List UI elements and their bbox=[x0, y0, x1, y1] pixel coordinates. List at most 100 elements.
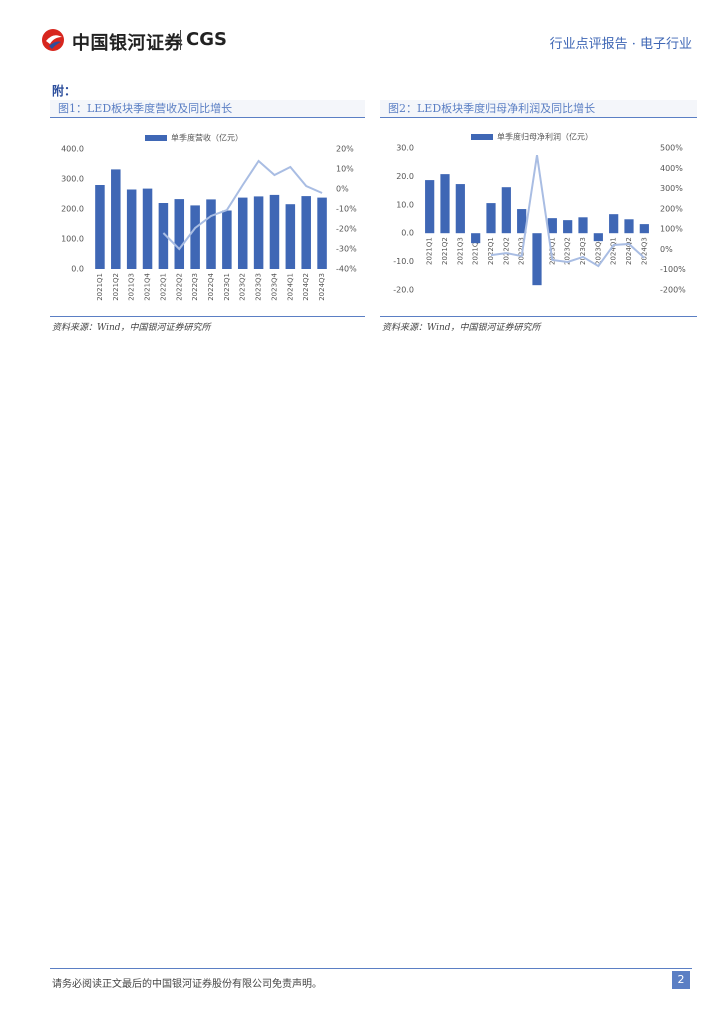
y2-tick-label: 300% bbox=[660, 184, 683, 193]
figure-caption: 图2：LED板块季度归母净利润及同比增长 bbox=[380, 100, 697, 118]
bar bbox=[237, 197, 248, 269]
brand-en: CGS bbox=[186, 29, 227, 50]
x-tick-label: 2022Q2 bbox=[175, 273, 183, 301]
bar bbox=[517, 209, 527, 234]
x-tick-label: 2024Q2 bbox=[302, 273, 310, 301]
footer-line bbox=[50, 968, 692, 969]
x-tick-label: 2022Q1 bbox=[159, 273, 167, 301]
y2-tick-label: 10% bbox=[336, 165, 354, 174]
bar bbox=[206, 199, 216, 269]
y2-tick-label: -200% bbox=[660, 286, 686, 295]
x-tick-label: 2022Q4 bbox=[207, 272, 215, 300]
bar bbox=[609, 214, 619, 234]
rule bbox=[380, 316, 697, 317]
x-tick-label: 2021Q1 bbox=[426, 237, 434, 265]
bar bbox=[95, 185, 105, 269]
bar bbox=[425, 180, 435, 234]
x-tick-label: 2023Q4 bbox=[270, 272, 278, 300]
x-tick-label: 2021Q4 bbox=[144, 272, 152, 300]
legend-label: 单季度归母净利润（亿元） bbox=[497, 132, 593, 142]
report-type: 行业点评报告 · 电子行业 bbox=[549, 37, 692, 52]
x-tick-label: 2023Q2 bbox=[239, 273, 247, 301]
bar bbox=[532, 233, 542, 286]
bar bbox=[639, 224, 649, 234]
y2-tick-label: 0% bbox=[660, 245, 673, 254]
y2-tick-label: 0% bbox=[336, 185, 349, 194]
bar bbox=[269, 194, 280, 269]
legend-label: 单季度营收（亿元） bbox=[171, 133, 243, 143]
y2-tick-label: -10% bbox=[336, 205, 357, 214]
bar bbox=[253, 196, 264, 269]
x-tick-label: 2024Q3 bbox=[640, 237, 648, 265]
y2-tick-label: -30% bbox=[336, 245, 357, 254]
brand: 中国银河证券 bbox=[72, 33, 183, 54]
y-tick-label: 100.0 bbox=[61, 235, 84, 244]
y2-tick-label: 500% bbox=[660, 144, 683, 153]
y2-tick-label: -100% bbox=[660, 265, 686, 274]
bar bbox=[142, 188, 153, 269]
legend-swatch bbox=[471, 134, 493, 140]
bar bbox=[578, 217, 588, 234]
bar bbox=[174, 199, 185, 269]
x-tick-label: 2022Q2 bbox=[502, 237, 510, 265]
y-tick-label: -10.0 bbox=[393, 257, 414, 266]
y-tick-label: 30.0 bbox=[396, 144, 414, 153]
figure-caption: 图1：LED板块季度营收及同比增长 bbox=[50, 100, 365, 118]
x-tick-label: 2021Q2 bbox=[112, 273, 120, 301]
x-tick-label: 2021Q2 bbox=[441, 237, 449, 265]
x-tick-label: 2024Q2 bbox=[625, 237, 633, 265]
x-tick-label: 2021Q4 bbox=[472, 237, 480, 265]
x-tick-label: 2023Q2 bbox=[564, 237, 572, 265]
x-tick-label: 2021Q1 bbox=[96, 273, 104, 301]
x-tick-label: 2023Q1 bbox=[223, 273, 231, 301]
bar bbox=[222, 210, 232, 269]
rule bbox=[50, 316, 365, 317]
bar bbox=[301, 196, 311, 269]
bar bbox=[547, 218, 557, 234]
y-tick-label: 300.0 bbox=[61, 175, 84, 184]
bar bbox=[317, 197, 327, 269]
y-tick-label: 200.0 bbox=[61, 205, 84, 214]
bar bbox=[285, 204, 296, 269]
chart: 0.0 100.0 200.0 300.0 400.0 -40% -30% -20% -10% 0… bbox=[61, 133, 357, 301]
y2-tick-label: -20% bbox=[336, 225, 357, 234]
x-tick-label: 2024Q3 bbox=[318, 273, 326, 301]
bar bbox=[501, 187, 511, 234]
bar bbox=[563, 220, 573, 234]
x-tick-label: 2022Q1 bbox=[487, 237, 495, 265]
chart: -20.0 -10.0 0.0 10.0 20.0 30.0 -200% -100% 0% 100… bbox=[393, 132, 686, 295]
y2-tick-label: -40% bbox=[336, 265, 357, 274]
page-number: 2 bbox=[672, 971, 690, 989]
bar bbox=[624, 219, 634, 234]
x-tick-label: 2021Q3 bbox=[128, 273, 136, 301]
bar bbox=[593, 233, 603, 242]
bar bbox=[190, 205, 200, 269]
y-tick-label: -20.0 bbox=[393, 286, 414, 295]
y2-tick-label: 20% bbox=[336, 145, 354, 154]
disclaimer: 请务必阅读正文最后的中国银河证券股份有限公司免责声明。 bbox=[52, 979, 322, 990]
bar bbox=[471, 233, 481, 244]
x-tick-label: 2021Q3 bbox=[456, 237, 464, 265]
bar bbox=[440, 174, 450, 234]
y-tick-label: 20.0 bbox=[396, 172, 414, 181]
x-tick-label: 2023Q3 bbox=[255, 273, 263, 301]
x-tick-label: 2023Q3 bbox=[579, 237, 587, 265]
y-tick-label: 10.0 bbox=[396, 200, 414, 209]
line bbox=[162, 159, 323, 251]
y-tick-label: 0.0 bbox=[71, 265, 84, 274]
x-tick-label: 2023Q4 bbox=[594, 237, 602, 265]
source: 资料来源：Wind，中国银河证券研究所 bbox=[382, 323, 541, 333]
y2-tick-label: 100% bbox=[660, 225, 683, 234]
bar bbox=[111, 169, 121, 269]
bar bbox=[486, 203, 496, 234]
legend-swatch bbox=[145, 135, 167, 141]
source: 资料来源：Wind，中国银河证券研究所 bbox=[52, 323, 211, 333]
bar bbox=[126, 189, 137, 269]
x-tick-label: 2024Q1 bbox=[286, 273, 294, 301]
y2-tick-label: 400% bbox=[660, 164, 683, 173]
y-tick-label: 0.0 bbox=[401, 229, 414, 238]
x-tick-label: 2022Q3 bbox=[191, 273, 199, 301]
separator bbox=[180, 30, 181, 50]
logo-icon bbox=[42, 29, 64, 51]
